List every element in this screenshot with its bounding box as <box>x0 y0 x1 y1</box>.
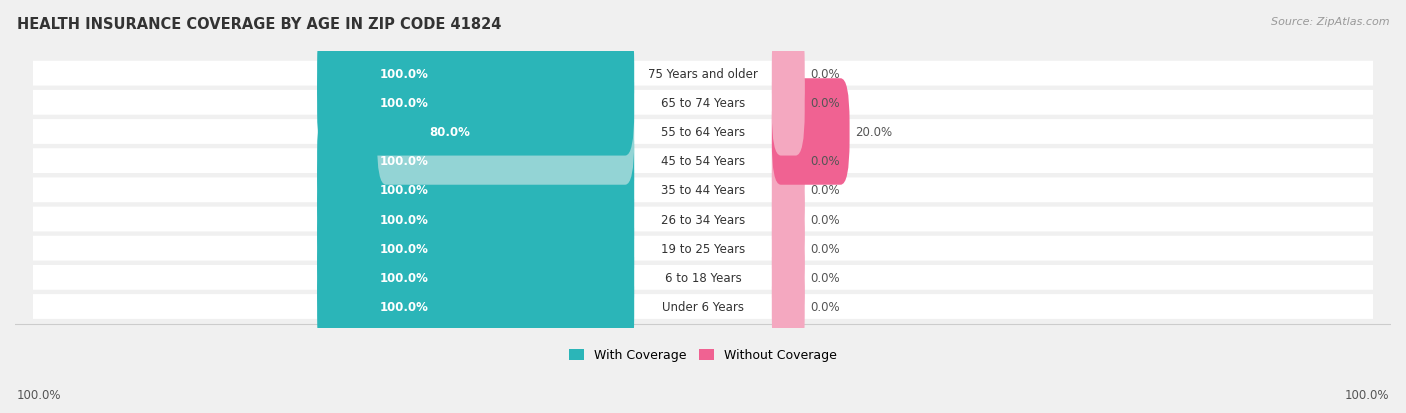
FancyBboxPatch shape <box>772 79 849 185</box>
Text: 80.0%: 80.0% <box>429 126 470 139</box>
FancyBboxPatch shape <box>318 108 634 214</box>
Text: 0.0%: 0.0% <box>811 213 841 226</box>
FancyBboxPatch shape <box>32 207 1374 232</box>
Text: 100.0%: 100.0% <box>380 97 429 109</box>
Text: 75 Years and older: 75 Years and older <box>648 67 758 81</box>
Text: 6 to 18 Years: 6 to 18 Years <box>665 271 741 284</box>
Text: 20.0%: 20.0% <box>856 126 893 139</box>
Text: 100.0%: 100.0% <box>380 213 429 226</box>
Text: 100.0%: 100.0% <box>380 271 429 284</box>
Text: HEALTH INSURANCE COVERAGE BY AGE IN ZIP CODE 41824: HEALTH INSURANCE COVERAGE BY AGE IN ZIP … <box>17 17 502 31</box>
Text: 100.0%: 100.0% <box>380 67 429 81</box>
FancyBboxPatch shape <box>32 62 1374 86</box>
FancyBboxPatch shape <box>772 21 804 127</box>
Text: 45 to 54 Years: 45 to 54 Years <box>661 155 745 168</box>
FancyBboxPatch shape <box>318 50 634 156</box>
FancyBboxPatch shape <box>318 166 634 273</box>
Text: 65 to 74 Years: 65 to 74 Years <box>661 97 745 109</box>
Text: 0.0%: 0.0% <box>811 271 841 284</box>
FancyBboxPatch shape <box>32 294 1374 319</box>
Text: 100.0%: 100.0% <box>380 300 429 313</box>
FancyBboxPatch shape <box>32 149 1374 173</box>
FancyBboxPatch shape <box>772 137 804 244</box>
FancyBboxPatch shape <box>32 236 1374 261</box>
Text: 100.0%: 100.0% <box>17 388 62 401</box>
Text: 0.0%: 0.0% <box>811 242 841 255</box>
Text: 0.0%: 0.0% <box>811 97 841 109</box>
FancyBboxPatch shape <box>32 91 1374 115</box>
Text: Under 6 Years: Under 6 Years <box>662 300 744 313</box>
Legend: With Coverage, Without Coverage: With Coverage, Without Coverage <box>564 344 842 367</box>
FancyBboxPatch shape <box>772 108 804 214</box>
Text: 19 to 25 Years: 19 to 25 Years <box>661 242 745 255</box>
Text: 100.0%: 100.0% <box>380 184 429 197</box>
Text: 26 to 34 Years: 26 to 34 Years <box>661 213 745 226</box>
FancyBboxPatch shape <box>318 137 634 244</box>
FancyBboxPatch shape <box>772 195 804 301</box>
FancyBboxPatch shape <box>377 79 634 185</box>
FancyBboxPatch shape <box>318 195 634 301</box>
FancyBboxPatch shape <box>318 225 634 331</box>
FancyBboxPatch shape <box>772 166 804 273</box>
Text: 0.0%: 0.0% <box>811 155 841 168</box>
FancyBboxPatch shape <box>318 21 634 127</box>
FancyBboxPatch shape <box>32 265 1374 290</box>
FancyBboxPatch shape <box>32 178 1374 203</box>
FancyBboxPatch shape <box>772 225 804 331</box>
Text: 100.0%: 100.0% <box>1344 388 1389 401</box>
Text: 0.0%: 0.0% <box>811 184 841 197</box>
FancyBboxPatch shape <box>772 254 804 360</box>
Text: Source: ZipAtlas.com: Source: ZipAtlas.com <box>1271 17 1389 26</box>
FancyBboxPatch shape <box>32 120 1374 145</box>
Text: 35 to 44 Years: 35 to 44 Years <box>661 184 745 197</box>
Text: 0.0%: 0.0% <box>811 67 841 81</box>
Text: 100.0%: 100.0% <box>380 242 429 255</box>
FancyBboxPatch shape <box>772 50 804 156</box>
Text: 0.0%: 0.0% <box>811 300 841 313</box>
Text: 55 to 64 Years: 55 to 64 Years <box>661 126 745 139</box>
Text: 100.0%: 100.0% <box>380 155 429 168</box>
FancyBboxPatch shape <box>318 254 634 360</box>
